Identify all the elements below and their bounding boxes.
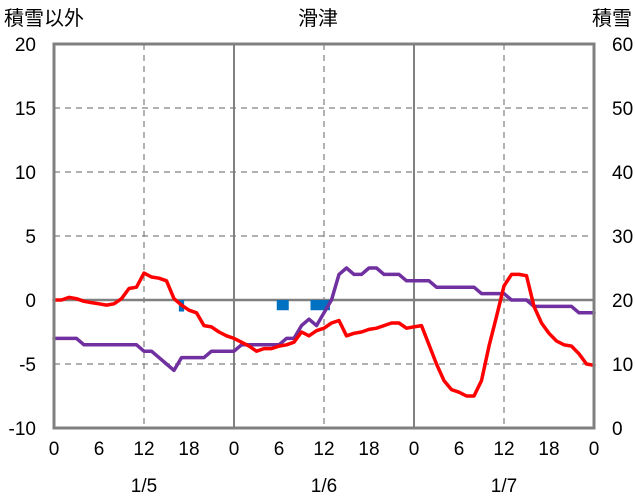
left-tick-label: 5 [25,227,36,248]
x-tick-label: 0 [409,439,420,460]
plot-frame [52,42,596,430]
precip-bar [276,300,289,311]
x-tick-label: 12 [313,439,334,460]
bars-layer [178,300,330,312]
x-tick-label: 18 [178,439,199,460]
lines-layer [52,266,596,398]
right-tick-label: 40 [612,163,633,184]
precip-bar [310,300,330,311]
right-tick-label: 50 [612,99,633,120]
left-tick-label: -10 [9,419,36,440]
grid-layer [54,44,594,428]
temperature-line [52,271,596,398]
left-tick-label: 15 [15,99,36,120]
left-tick-label: 10 [15,163,36,184]
right-tick-label: 20 [612,291,633,312]
left-tick-label: -5 [19,355,36,376]
date-label: 1/6 [311,476,337,497]
x-tick-label: 18 [358,439,379,460]
x-tick-label: 6 [274,439,285,460]
right-axis-label: 積雪 [592,7,632,30]
x-tick-label: 6 [94,439,105,460]
x-tick-label: 18 [538,439,559,460]
chart-title: 滑津 [298,7,338,30]
right-tick-label: 30 [612,227,633,248]
x-tick-label: 0 [229,439,240,460]
left-tick-label: 20 [15,35,36,56]
x-tick-label: 0 [49,439,60,460]
date-label: 1/5 [131,476,157,497]
left-axis-label: 積雪以外 [4,7,84,30]
left-tick-label: 0 [25,291,36,312]
x-tick-label: 12 [493,439,514,460]
snow-depth-line [52,266,596,373]
x-tick-label: 6 [454,439,465,460]
x-tick-label: 0 [589,439,600,460]
x-tick-label: 12 [133,439,154,460]
date-label: 1/7 [491,476,517,497]
right-tick-label: 10 [612,355,633,376]
right-tick-label: 0 [612,419,623,440]
right-tick-label: 60 [612,35,633,56]
